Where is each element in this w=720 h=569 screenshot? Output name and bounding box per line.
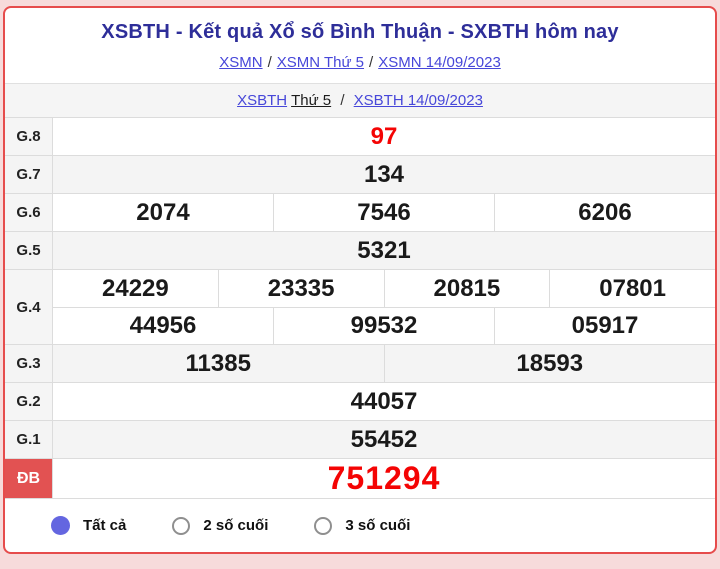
prize-sub-row: 751294 — [53, 459, 715, 498]
prize-sub-row: 2074 7546 6206 — [53, 194, 715, 231]
sub-breadcrumb-bar: XSBTH Thứ 5 / XSBTH 14/09/2023 — [5, 83, 715, 117]
prize-number: 20815 — [383, 270, 550, 307]
filter-options: Tất cả 2 số cuối 3 số cuối — [5, 499, 715, 535]
prize-label-g3: G.3 — [5, 345, 53, 382]
prize-number: 18593 — [383, 345, 716, 382]
prize-values-g4: 24229 23335 20815 07801 44956 99532 05917 — [53, 270, 715, 344]
prize-values-g1: 55452 — [53, 421, 715, 458]
prize-values-g7: 134 — [53, 156, 715, 193]
prize-number: 55452 — [350, 425, 418, 453]
prize-sub-row: 11385 18593 — [53, 345, 715, 382]
breadcrumb-link-0[interactable]: XSMN — [219, 54, 263, 71]
prize-sub-row: 5321 — [53, 232, 715, 269]
prize-number: 97 — [370, 122, 398, 150]
prize-number: 24229 — [102, 274, 169, 302]
prize-values-g3: 11385 18593 — [53, 345, 715, 382]
prize-values-g5: 5321 — [53, 232, 715, 269]
breadcrumb-link-xsbth[interactable]: XSBTH — [237, 92, 288, 109]
prize-number: 44956 — [129, 312, 197, 339]
prize-sub-row: 44057 — [53, 383, 715, 420]
prize-number: 134 — [363, 160, 405, 188]
prize-values-g8: 97 — [53, 118, 715, 155]
radio-icon[interactable] — [172, 516, 191, 535]
prize-number: 751294 — [327, 460, 441, 496]
prize-number: 99532 — [273, 308, 494, 344]
prize-label-g8: G.8 — [5, 118, 53, 155]
header: XSBTH - Kết quả Xổ số Bình Thuận - SXBTH… — [5, 8, 715, 71]
prize-number: 23335 — [217, 270, 384, 307]
filter-option-label: Tất cả — [83, 517, 127, 534]
prize-number: 05917 — [494, 308, 715, 344]
filter-option-label: 3 số cuối — [345, 517, 411, 534]
prize-values-g6: 2074 7546 6206 — [53, 194, 715, 231]
prize-label-g4: G.4 — [5, 270, 53, 344]
prize-sub-row: 97 — [53, 118, 715, 155]
prize-label-g1: G.1 — [5, 421, 53, 458]
radio-icon[interactable] — [314, 516, 333, 535]
prize-row-db: ĐB 751294 — [5, 459, 715, 499]
prize-number: 6206 — [494, 194, 715, 231]
breadcrumb-link-2[interactable]: XSMN 14/09/2023 — [378, 54, 501, 71]
prize-values-db: 751294 — [53, 459, 715, 498]
prize-values-g2: 44057 — [53, 383, 715, 420]
filter-option-label: 2 số cuối — [203, 517, 269, 534]
prize-number: 44057 — [350, 387, 418, 415]
filter-option-last2[interactable]: 2 số cuối — [172, 516, 269, 535]
prize-sub-row: 44956 99532 05917 — [53, 307, 715, 344]
prize-row-g6: G.6 2074 7546 6206 — [5, 194, 715, 232]
prize-label-db: ĐB — [5, 459, 53, 498]
breadcrumb-link-xsbth-date[interactable]: XSBTH 14/09/2023 — [353, 92, 483, 109]
prize-number: 07801 — [549, 270, 715, 307]
filter-option-last3[interactable]: 3 số cuối — [314, 516, 411, 535]
prize-row-g8: G.8 97 — [5, 118, 715, 156]
prize-label-g2: G.2 — [5, 383, 53, 420]
prize-number: 5321 — [357, 236, 411, 264]
prize-row-g3: G.3 11385 18593 — [5, 345, 715, 383]
prize-row-g5: G.5 5321 — [5, 232, 715, 270]
breadcrumb-separator: / — [340, 92, 345, 109]
lottery-results-panel: XSBTH - Kết quả Xổ số Bình Thuận - SXBTH… — [3, 6, 717, 554]
prize-number: 2074 — [136, 198, 190, 226]
breadcrumb-text-weekday: Thứ 5 — [291, 92, 332, 109]
radio-icon[interactable] — [51, 516, 70, 535]
breadcrumb-link-1[interactable]: XSMN Thứ 5 — [276, 54, 365, 71]
results-table: G.8 97 G.7 134 G.6 2074 7546 6206 G.5 5321 G.4 2422… — [5, 117, 715, 499]
prize-sub-row: 55452 — [53, 421, 715, 458]
prize-label-g6: G.6 — [5, 194, 53, 231]
prize-row-g1: G.1 55452 — [5, 421, 715, 459]
breadcrumb: XSMN / XSMN Thứ 5/XSMN 14/09/2023 — [5, 54, 715, 71]
prize-row-g4: G.4 24229 23335 20815 07801 44956 99532 05917 — [5, 270, 715, 345]
breadcrumb-separator: / — [369, 54, 374, 71]
filter-option-all[interactable]: Tất cả — [51, 516, 126, 535]
page-title: XSBTH - Kết quả Xổ số Bình Thuận - SXBTH… — [101, 21, 619, 43]
prize-sub-row: 134 — [53, 156, 715, 193]
prize-row-g2: G.2 44057 — [5, 383, 715, 421]
prize-number: 7546 — [273, 194, 494, 231]
prize-number: 11385 — [185, 349, 251, 377]
prize-sub-row: 24229 23335 20815 07801 — [53, 270, 715, 307]
prize-row-g7: G.7 134 — [5, 156, 715, 194]
prize-label-g7: G.7 — [5, 156, 53, 193]
prize-label-g5: G.5 — [5, 232, 53, 269]
breadcrumb-separator: / — [267, 54, 272, 71]
